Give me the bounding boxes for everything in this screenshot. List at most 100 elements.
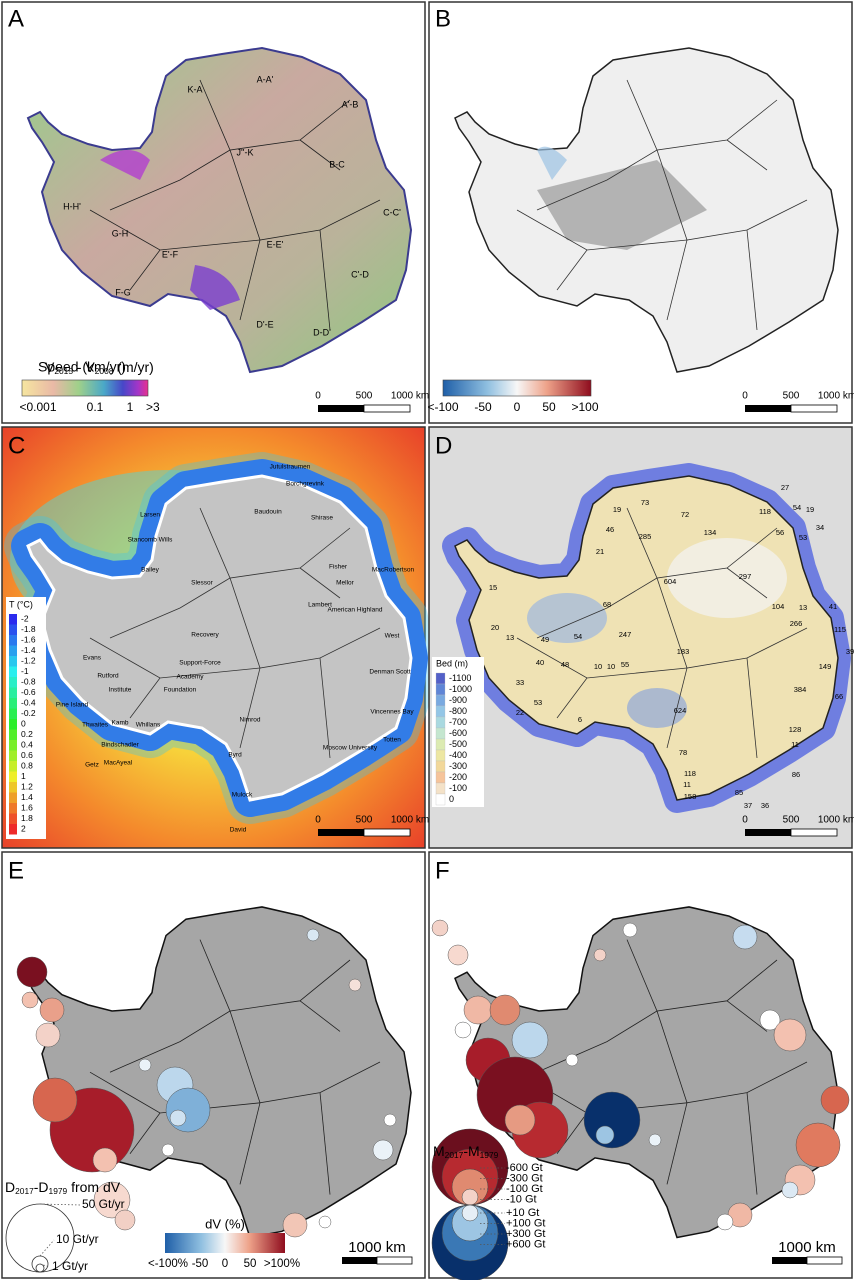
- map-label: 54: [793, 503, 801, 512]
- map-label: E-E': [267, 239, 284, 249]
- size-legend-label: 10 Gt/yr: [56, 1232, 99, 1246]
- legend-title: M2017-M1979: [433, 1143, 499, 1161]
- legend-swatch: [9, 750, 17, 761]
- glacier-circle: [447, 944, 469, 966]
- map-label: Recovery: [191, 632, 219, 639]
- scale-bar-black: [342, 1257, 377, 1264]
- colorbar-label: <0.001: [19, 400, 56, 414]
- glacier-circle: [383, 1113, 397, 1127]
- legend-title-part: V: [45, 359, 55, 375]
- panel-letter: A: [8, 5, 24, 32]
- legend-title: D2017-D1979 from dV: [5, 1179, 121, 1197]
- colorbar-label: 1: [127, 400, 134, 414]
- basin-boundary: [239, 667, 261, 749]
- glacier-circle: [169, 1109, 187, 1127]
- scale-bar: 0 500 1000 km: [315, 391, 429, 413]
- size-legend-label: -300 Gt: [506, 1172, 543, 1184]
- legend-label: -1.2: [21, 655, 36, 665]
- legend-label: -300: [449, 761, 467, 771]
- scale-label: 500: [356, 815, 373, 826]
- basin-boundary: [666, 667, 688, 749]
- map-label: 297: [739, 572, 752, 581]
- map-label: 158: [684, 792, 697, 801]
- legend-label: -900: [449, 695, 467, 705]
- colorbar-title: dV (%): [205, 1216, 245, 1231]
- legend-label: -0.6: [21, 687, 36, 697]
- map-label: Jutulstraumen: [270, 464, 311, 471]
- continent: [26, 474, 413, 802]
- size-legend-label: +300 Gt: [506, 1228, 545, 1240]
- basin-boundary: [239, 239, 261, 321]
- scale-bar-black: [318, 829, 364, 836]
- map-label: 46: [606, 525, 614, 534]
- map-label: Academy: [176, 674, 204, 681]
- glacier-circle: [511, 1021, 549, 1059]
- size-legend-label: +100 Gt: [506, 1217, 545, 1229]
- colorbar-label: -50: [192, 1258, 209, 1270]
- glacier-circle: [348, 978, 362, 992]
- glacier-circle: [282, 1212, 308, 1238]
- basin-boundary: [129, 677, 161, 719]
- glacier-circle: [114, 1209, 136, 1231]
- map-label: 73: [641, 498, 649, 507]
- map: [4, 452, 435, 824]
- legend-label: -1.6: [21, 634, 36, 644]
- scale-label: 1000 km: [778, 1239, 836, 1256]
- panel-e: E 50 Gt/yr 10 Gt/yr 1 Gt/yr dV (%) <-100% -50 0…: [1, 851, 426, 1279]
- map-label: 6: [578, 715, 582, 724]
- basin-boundary: [319, 1092, 331, 1195]
- panel-letter: F: [435, 857, 450, 884]
- map-label: Mulock: [232, 792, 253, 799]
- legend-label: 1.4: [21, 792, 33, 802]
- basin-boundary: [746, 229, 758, 331]
- scale-bar: 0 500 1000 km: [742, 391, 854, 413]
- basin-boundary: [109, 149, 231, 211]
- size-legend-label: 1 Gt/yr: [52, 1259, 88, 1273]
- map-label: West: [385, 633, 400, 640]
- map-label: 20: [491, 623, 499, 632]
- glacier-circle: [504, 1104, 536, 1136]
- colorbar: [165, 1233, 285, 1253]
- basin-boundary: [626, 507, 778, 579]
- colorbar-label: >3: [146, 400, 160, 414]
- glacier-circle: [161, 1143, 175, 1157]
- map-label: 128: [789, 725, 802, 734]
- legend-label: 1.2: [21, 781, 33, 791]
- basin-boundary: [656, 1010, 808, 1104]
- map-label: 11: [791, 740, 799, 749]
- legend-swatch: [435, 672, 446, 685]
- basin-boundary: [229, 149, 381, 241]
- basin-boundary: [319, 657, 331, 759]
- legend-title-part: 1979: [480, 1150, 499, 1160]
- legend-title-part: D: [5, 1179, 15, 1195]
- legend-swatch: [9, 687, 17, 698]
- basin-boundary: [726, 567, 768, 599]
- panel-letter: D: [435, 432, 452, 459]
- map-label: 86: [792, 770, 800, 779]
- map-label: C-C': [383, 207, 401, 217]
- bed-high: [667, 538, 787, 618]
- size-legend-circle: [461, 1204, 479, 1222]
- map-label: MacRobertson: [372, 567, 415, 574]
- map-label: 13: [506, 633, 514, 642]
- size-legend-circle: [461, 1188, 479, 1206]
- map-label: Support-Force: [179, 660, 221, 667]
- map-label: B-C: [329, 159, 345, 169]
- legend-label: -0.2: [21, 708, 36, 718]
- bed-low: [527, 593, 607, 643]
- map-label: 55: [621, 660, 629, 669]
- map-label: 54: [574, 632, 582, 641]
- map-label: David: [230, 827, 247, 834]
- map-label: 15: [489, 583, 497, 592]
- map-label: Lambert: [308, 602, 332, 609]
- legend-swatch: [9, 729, 17, 740]
- map-label: 266: [790, 619, 803, 628]
- legend-title-part: from dV: [67, 1179, 121, 1195]
- glacier-circle: [489, 994, 521, 1026]
- legend-label: 0.8: [21, 760, 33, 770]
- scale-label: 1000 km: [818, 391, 854, 402]
- legend-swatch: [435, 760, 446, 773]
- basin-boundary: [626, 939, 778, 1012]
- map-label: 41: [829, 602, 837, 611]
